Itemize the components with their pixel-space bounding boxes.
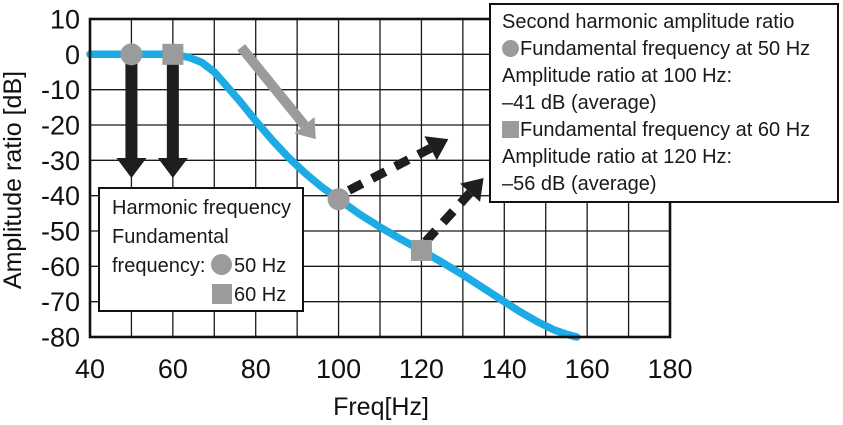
key-text: Fundamental [112,226,229,248]
y-tick-label: -20 [41,111,80,141]
legend-line: Fundamental frequency at 60 Hz [502,117,837,144]
x-tick-label: 180 [647,354,692,384]
x-tick-label: 120 [399,354,444,384]
square-marker-120hz [410,239,432,261]
legend-title: Second harmonic amplitude ratio [502,11,795,33]
x-tick-label: 40 [75,354,105,384]
y-tick-label: -50 [41,217,80,247]
circle-marker-icon [210,254,232,275]
legend-value: –41 dB (average) [502,92,657,114]
legend-value: –56 dB (average) [502,173,657,195]
second-harmonic-legend-box: Second harmonic amplitude ratio Fundamen… [489,3,839,203]
rolloff-arrow-head [294,116,316,140]
key-line: Harmonic frequency [112,194,302,223]
square-marker-icon [502,121,519,138]
harmonic-60hz-callout-shaft [422,189,474,245]
x-tick-label: 80 [241,354,271,384]
y-tick-label: -10 [41,75,80,105]
legend-line: Fundamental frequency at 50 Hz [502,36,837,63]
circle-marker-50hz [120,43,143,66]
circle-marker-icon [502,40,519,57]
legend-line: –41 dB (average) [502,90,837,117]
key-line: 60 Hz [112,281,302,310]
y-tick-label: -40 [41,181,80,211]
key-line: frequency: 50 Hz [112,252,302,281]
x-tick-label: 160 [565,354,610,384]
fundamental-frequency-key-box: Harmonic frequency Fundamental frequency… [98,187,304,312]
key-value: 60 Hz [234,284,287,306]
key-text: frequency: [112,255,206,277]
legend-line: Second harmonic amplitude ratio [502,9,837,36]
y-tick-label: -30 [41,146,80,176]
y-tick-label: -60 [41,252,80,282]
legend-text: Amplitude ratio at 120 Hz: [502,146,733,168]
y-tick-label: 0 [65,40,80,70]
square-marker-60hz [162,43,184,65]
y-tick-label: -80 [41,323,80,353]
legend-line: Amplitude ratio at 120 Hz: [502,144,837,171]
key-title: Harmonic frequency [112,197,291,219]
y-tick-label: 10 [50,5,80,35]
x-tick-label: 140 [482,354,527,384]
harmonic-60hz-callout-head [460,178,484,202]
harmonic-50hz-callout-head [424,136,449,161]
x-axis-title: Freq[Hz] [333,393,429,421]
rolloff-arrow-shaft [237,44,309,129]
legend-line: –56 dB (average) [502,171,837,198]
harmonic-50hz-callout-shaft [346,144,433,195]
legend-text: Amplitude ratio at 100 Hz: [502,65,733,87]
drop-arrow-60hz-head [157,158,188,178]
legend-line: Amplitude ratio at 100 Hz: [502,63,837,90]
y-tick-label: -70 [41,287,80,317]
drop-arrow-50hz-head [116,158,147,178]
circle-marker-100hz [327,188,350,211]
x-tick-label: 100 [316,354,361,384]
y-axis-title: Amplitude ratio [dB] [0,70,27,290]
legend-text: Fundamental frequency at 50 Hz [520,38,811,60]
legend-text: Fundamental frequency at 60 Hz [520,119,811,141]
square-marker-icon [212,284,232,304]
key-value: 50 Hz [233,255,287,277]
key-line: Fundamental [112,223,302,252]
x-tick-label: 60 [158,354,188,384]
